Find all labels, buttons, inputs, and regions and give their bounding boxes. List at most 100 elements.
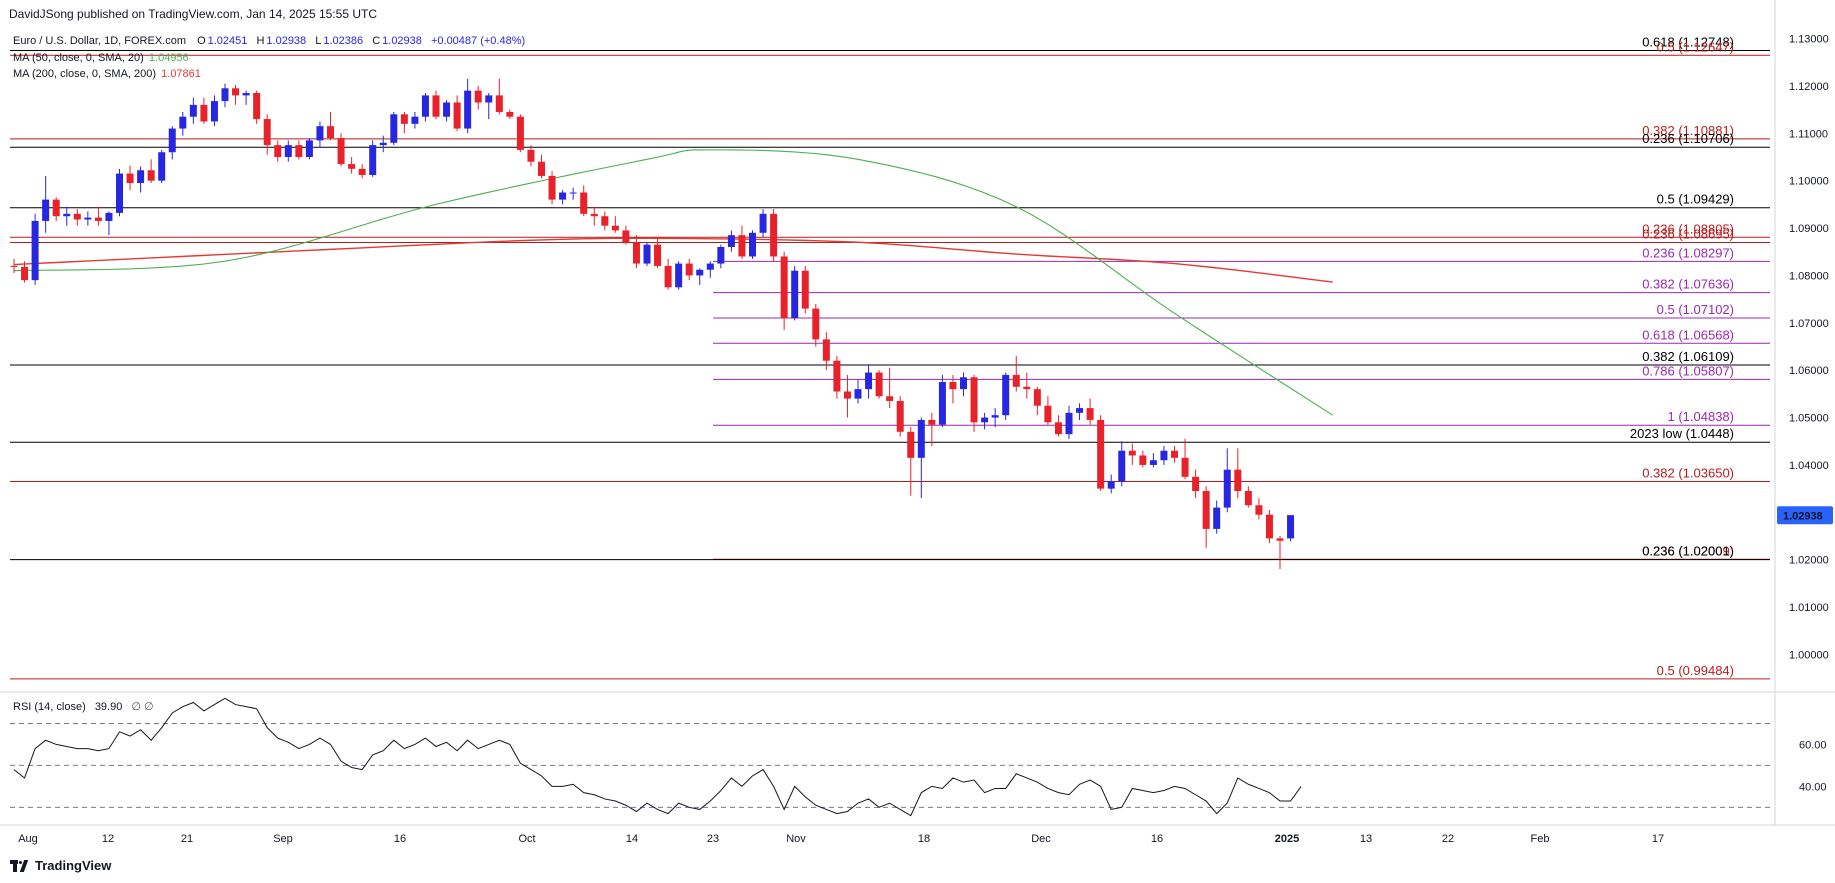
candle: [833, 355, 841, 399]
candle: [137, 166, 145, 193]
candle-body: [400, 114, 408, 124]
candle: [1265, 509, 1273, 544]
candle: [1118, 441, 1126, 487]
time-tick-label: 2025: [1275, 833, 1299, 845]
candle-body: [632, 242, 640, 264]
price-tick-label: 1.01000: [1789, 602, 1829, 614]
candle-body: [253, 93, 261, 120]
candle: [210, 95, 218, 127]
candle-body: [31, 220, 39, 281]
candle-body: [1065, 412, 1073, 435]
candle: [865, 365, 873, 399]
candle-body: [727, 235, 735, 247]
candle-body: [1086, 408, 1094, 420]
candle-body: [1181, 457, 1189, 477]
level-label: 0.5 (1.12647): [1657, 39, 1734, 54]
candle-body: [84, 217, 92, 220]
candle-body: [538, 161, 545, 176]
price-tick-label: 1.06000: [1789, 365, 1829, 377]
candle: [421, 93, 429, 122]
candle: [21, 261, 29, 283]
symbol-legend: Euro / U.S. Dollar, 1D, FOREX.com O 1.024…: [13, 35, 527, 47]
candle: [358, 164, 366, 179]
candle-body: [601, 216, 609, 226]
candle: [189, 97, 197, 124]
candle-body: [358, 168, 366, 175]
candle: [1076, 403, 1084, 420]
candle: [453, 95, 461, 131]
level-label: 0.5 (1.07102): [1657, 302, 1734, 317]
price-tick-label: 1.07000: [1789, 318, 1829, 330]
ma50-legend[interactable]: MA (50, close, 0, SMA, 20) 1.04956: [13, 52, 191, 64]
candle: [295, 140, 303, 160]
level-label: 2023 low (1.0448): [1630, 426, 1734, 441]
candle-body: [938, 382, 946, 425]
level-label: 0.236 (1.08695): [1642, 226, 1734, 241]
candle-body: [854, 389, 862, 399]
rsi-panel: [10, 697, 1770, 817]
price-tick-label: 1.09000: [1789, 223, 1829, 235]
time-tick-label: 16: [1151, 833, 1163, 845]
candle: [569, 187, 577, 200]
candle-body: [1234, 469, 1242, 492]
time-tick-label: 21: [181, 833, 193, 845]
rsi-legend[interactable]: RSI (14, close) 39.90 ∅ ∅: [13, 700, 156, 713]
candle: [917, 417, 925, 499]
candle-body: [559, 192, 567, 200]
candle-body: [485, 95, 493, 103]
candle: [685, 258, 693, 281]
candle-body: [274, 145, 282, 157]
time-tick-label: 22: [1442, 833, 1454, 845]
candle-body: [738, 235, 746, 257]
candle-body: [717, 246, 725, 264]
candle-body: [622, 230, 630, 243]
candle: [738, 225, 746, 259]
level-label: 0.382 (1.10881): [1642, 123, 1734, 138]
candle-body: [126, 173, 134, 184]
candle: [10, 258, 18, 274]
candle-body: [886, 396, 894, 401]
candle-body: [137, 170, 145, 184]
candle-body: [791, 270, 799, 319]
candle-body: [865, 372, 873, 390]
candle-body: [780, 256, 788, 319]
candle-body: [453, 102, 461, 129]
level-label: 0.382 (1.03650): [1642, 466, 1734, 481]
level-label: 0.236 (1.08297): [1642, 245, 1734, 260]
price-tick-label: 1.12000: [1789, 81, 1829, 93]
time-tick-label: Sep: [273, 833, 293, 845]
candle-body: [1202, 491, 1210, 529]
candle-body: [759, 213, 767, 233]
candle: [548, 171, 556, 205]
price-tick-label: 1.13000: [1789, 34, 1829, 46]
ma50-label: MA (50, close, 0, SMA, 20): [13, 52, 144, 64]
candle-body: [1265, 514, 1273, 539]
candle: [854, 379, 862, 404]
candle-body: [812, 308, 820, 340]
rsi-tick-label: 40.00: [1799, 781, 1827, 793]
candle-body: [1276, 538, 1284, 541]
candle-body: [421, 95, 429, 117]
tradingview-logo-text: TradingView: [35, 858, 112, 873]
candle-body: [1044, 405, 1052, 423]
tradingview-logo[interactable]: TradingView: [10, 858, 111, 873]
candle: [1160, 445, 1168, 465]
candle-body: [1023, 386, 1031, 390]
candle: [1012, 355, 1020, 392]
candle-body: [443, 102, 451, 117]
candle: [749, 230, 756, 259]
candle-body: [970, 377, 978, 423]
ma200-legend[interactable]: MA (200, close, 0, SMA, 200) 1.07861: [13, 68, 203, 80]
candle: [327, 111, 334, 141]
candle-body: [337, 138, 345, 165]
candle: [1223, 448, 1231, 513]
candle-body: [1128, 450, 1136, 456]
candle-body: [749, 232, 756, 257]
candle-body: [1244, 491, 1252, 506]
time-tick-label: 18: [918, 833, 930, 845]
ma50-value: 1.04956: [148, 52, 189, 64]
candle: [527, 145, 535, 167]
candle-body: [822, 339, 830, 361]
price-tick-label: 1.11000: [1789, 128, 1828, 140]
